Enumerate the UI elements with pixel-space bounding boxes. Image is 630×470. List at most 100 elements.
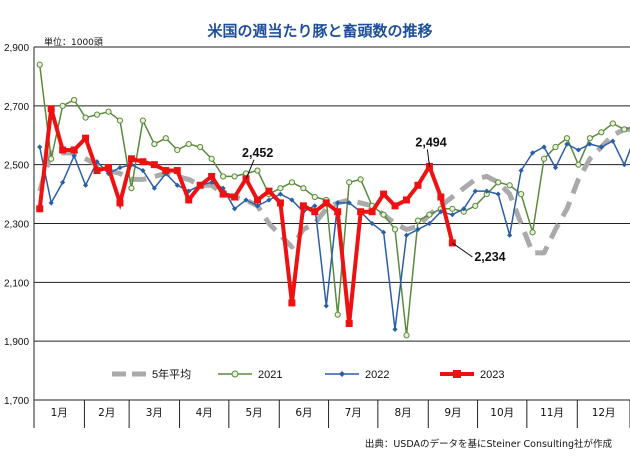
series-layer [36, 61, 630, 339]
data-point [391, 226, 399, 233]
data-point [47, 105, 55, 113]
data-point [208, 172, 216, 180]
data-point [59, 102, 66, 109]
data-point [231, 193, 239, 201]
data-point [380, 211, 387, 218]
data-point [311, 193, 318, 201]
data-point [438, 209, 444, 215]
data-point [610, 138, 616, 144]
data-point [265, 187, 273, 195]
data-point [380, 190, 388, 198]
data-point [59, 146, 67, 154]
data-point [346, 179, 353, 186]
data-point [335, 200, 341, 206]
data-point [150, 161, 158, 169]
month-label: 11月 [540, 407, 564, 419]
series-line [38, 64, 630, 336]
annotation-label: 2,234 [474, 250, 505, 264]
legend-label: 5年平均 [152, 367, 191, 381]
y-tick-label: 2,900 [4, 43, 29, 54]
y-tick-label: 2,100 [4, 278, 29, 289]
data-point [231, 206, 238, 212]
month-label: 10月 [490, 407, 514, 419]
data-point [426, 211, 433, 218]
data-point [529, 229, 536, 236]
legend-item-2023: 2023 [440, 369, 504, 381]
month-label: 6月 [295, 407, 312, 419]
annotation-label: 2,452 [242, 146, 273, 160]
data-point [472, 188, 478, 194]
data-point [185, 196, 193, 204]
month-label: 8月 [394, 407, 411, 419]
data-point [128, 185, 135, 192]
legend-marker [339, 371, 345, 377]
data-point [277, 191, 284, 197]
month-label: 2月 [98, 407, 115, 419]
data-point [105, 164, 112, 172]
data-point [151, 140, 158, 148]
data-point [369, 220, 375, 227]
data-point [346, 200, 352, 206]
month-label: 7月 [345, 407, 362, 419]
data-point [495, 191, 501, 197]
data-point [598, 129, 605, 136]
legend-item-5年平均: 5年平均 [112, 367, 191, 381]
data-point [529, 150, 536, 156]
data-point [334, 311, 341, 318]
data-point [437, 193, 445, 201]
data-point [208, 155, 215, 162]
data-point [276, 199, 284, 207]
data-point [173, 167, 181, 175]
data-point [587, 141, 593, 147]
legend-item-2022: 2022 [325, 369, 389, 381]
data-point [300, 185, 307, 192]
annotations: 2,452 2,494 2,234 [242, 135, 506, 263]
data-point [322, 199, 330, 207]
data-point [311, 208, 319, 216]
data-point [197, 143, 204, 151]
legend-label: 2021 [258, 369, 282, 381]
data-point [93, 167, 101, 175]
data-point [162, 135, 169, 142]
data-point [185, 140, 192, 148]
data-point [357, 176, 364, 183]
data-point [403, 232, 410, 238]
data-point [93, 111, 101, 118]
data-point [518, 167, 524, 174]
data-point [174, 146, 181, 154]
source-note: 出典：USDAのデータを基にSteiner Consulting社が作成 [365, 438, 613, 450]
data-point [105, 108, 112, 115]
legend-marker [231, 370, 239, 378]
data-point [162, 167, 170, 175]
data-point [48, 155, 55, 162]
annotation-leader [452, 242, 473, 258]
data-point [564, 141, 570, 147]
month-label: 4月 [196, 407, 213, 419]
data-point [312, 203, 318, 209]
chart-title: 米国の週当たり豚と畜頭数の推移 [207, 22, 432, 40]
month-label: 3月 [146, 407, 163, 419]
data-point [71, 153, 77, 159]
data-point [552, 143, 559, 151]
data-point [414, 217, 422, 224]
data-point [391, 202, 399, 210]
data-point [127, 155, 135, 163]
data-point [609, 120, 616, 127]
data-point [495, 179, 502, 186]
data-point [82, 114, 89, 121]
data-point [289, 197, 295, 203]
unit-label: 単位：1000頭 [44, 36, 103, 48]
data-point [288, 179, 295, 186]
y-tick-label: 1,700 [4, 396, 29, 407]
data-point [60, 179, 66, 185]
data-point [254, 196, 261, 204]
data-point [540, 155, 548, 162]
y-tick-label: 2,300 [4, 220, 29, 231]
data-point [461, 206, 467, 212]
data-point [82, 134, 90, 142]
month-label: 5月 [245, 407, 262, 419]
data-point [117, 165, 123, 171]
y-tick-label: 2,500 [4, 161, 29, 172]
